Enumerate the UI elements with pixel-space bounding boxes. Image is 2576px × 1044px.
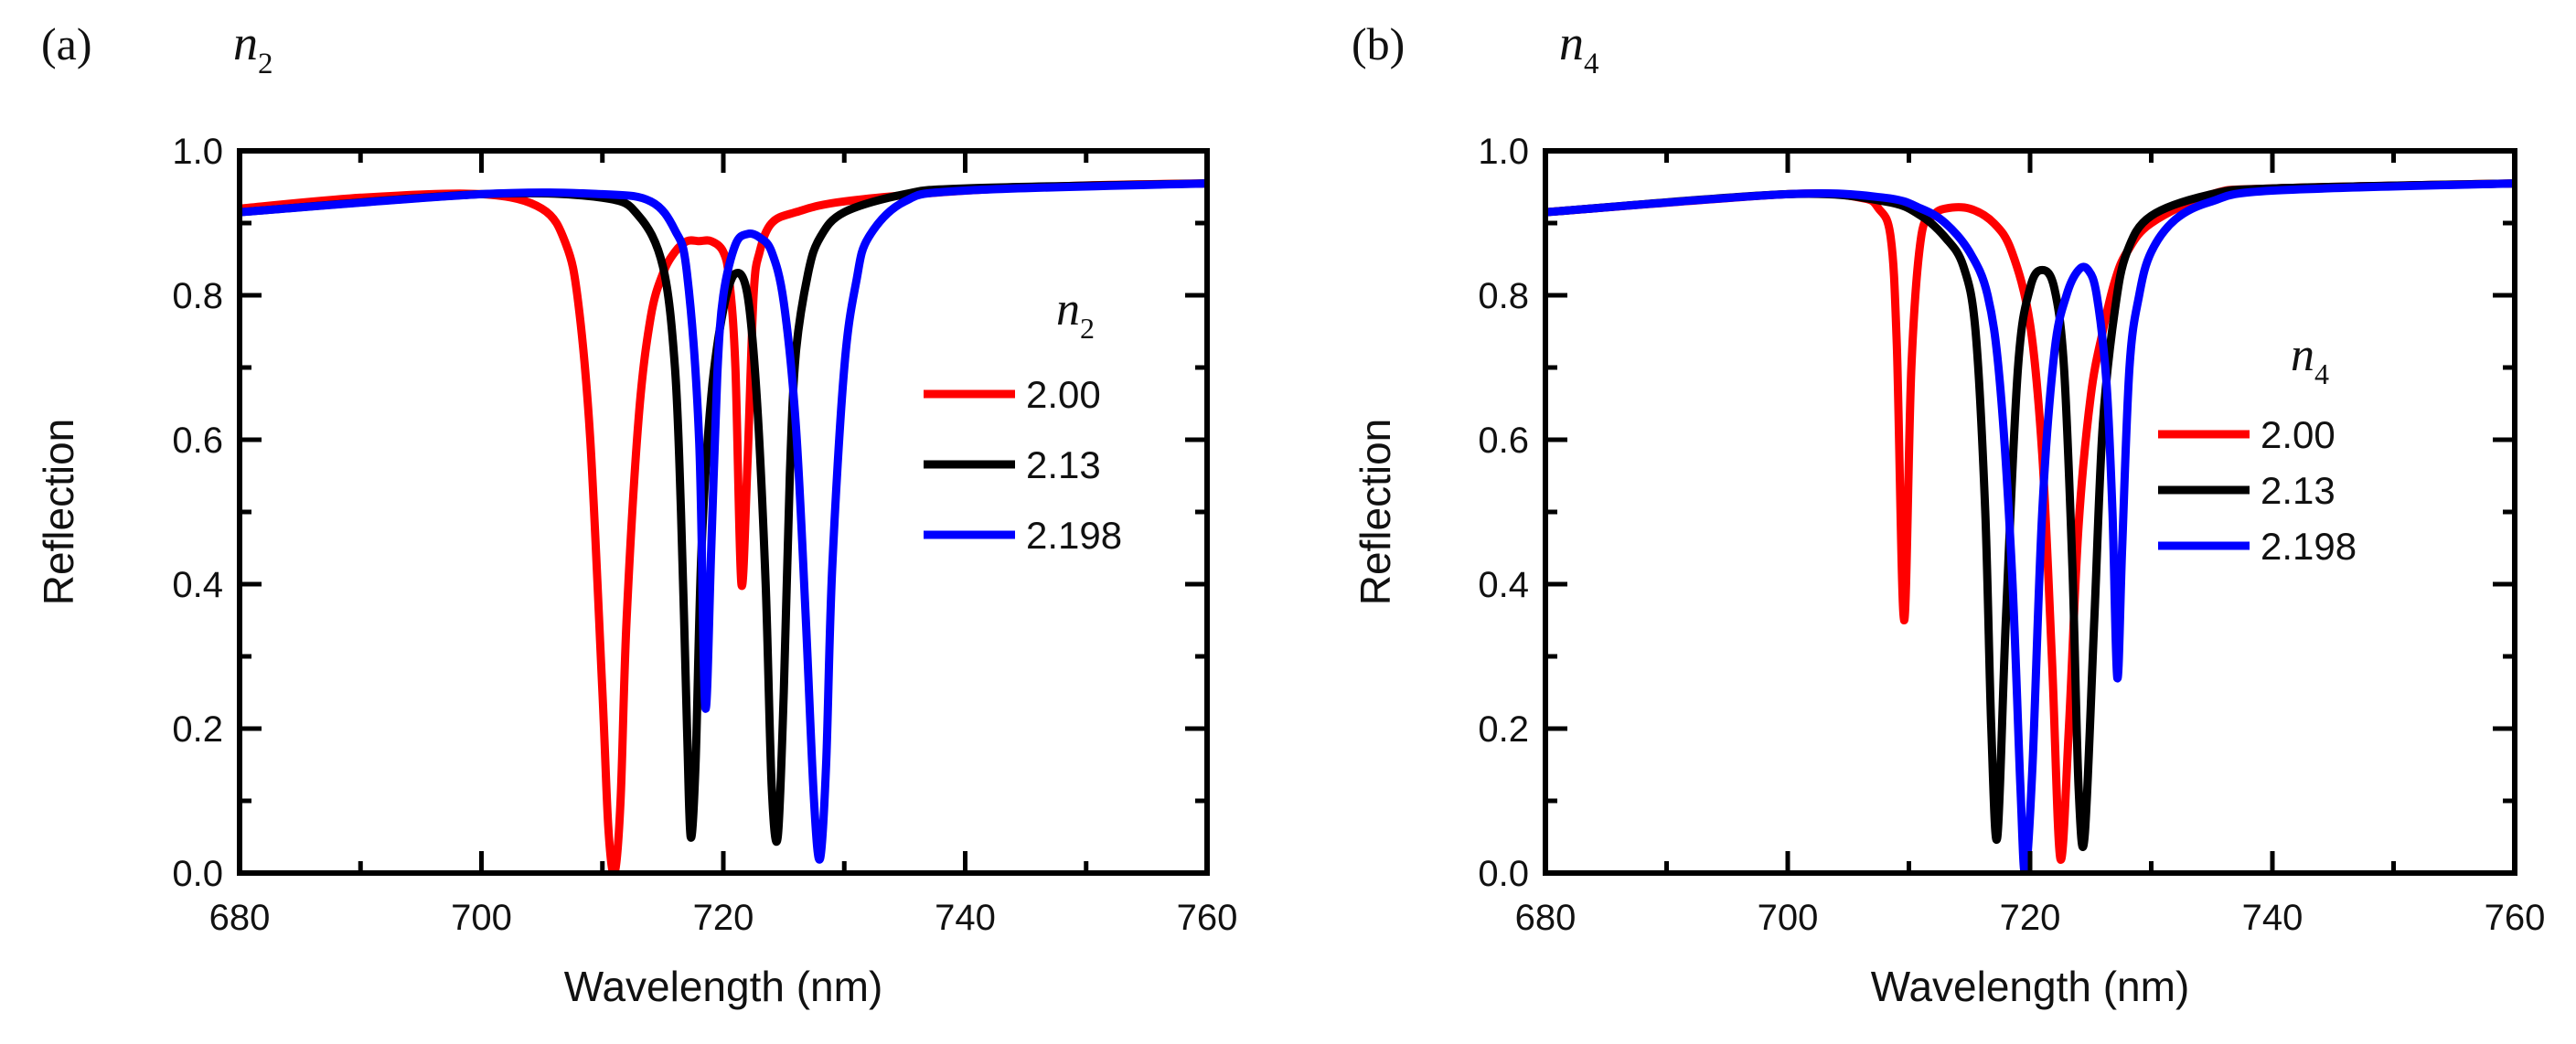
legend-label: 2.00: [2261, 413, 2336, 456]
y-tick-label: 0.4: [172, 565, 223, 605]
legend-label: 2.13: [2261, 469, 2336, 512]
panel-parameter-symbol: n4: [1559, 16, 1599, 80]
x-tick-label: 720: [2000, 898, 2061, 938]
legend-title: n2: [1056, 283, 1095, 345]
x-tick-label: 680: [209, 898, 271, 938]
legend-label: 2.198: [1026, 514, 1122, 557]
x-axis-label: Wavelength (nm): [1871, 963, 2190, 1010]
series-line-2.198: [240, 179, 1207, 864]
panel-label: (b): [1352, 18, 1405, 69]
y-tick-label: 0.0: [1478, 854, 1529, 894]
panel-label: (a): [41, 18, 92, 69]
series-line-2.198: [1545, 179, 2515, 873]
series-group: [1545, 179, 2515, 873]
y-tick-label: 0.2: [1478, 709, 1529, 750]
x-tick-label: 680: [1515, 898, 1577, 938]
legend-label: 2.13: [1026, 443, 1101, 486]
legend-label: 2.00: [1026, 373, 1101, 416]
y-tick-label: 0.0: [172, 854, 223, 894]
y-tick-label: 0.4: [1478, 565, 1529, 605]
series-line-2.13: [240, 179, 1207, 847]
y-tick-label: 1.0: [1478, 132, 1529, 172]
legend-label: 2.198: [2261, 525, 2357, 568]
panel-parameter-symbol: n2: [233, 16, 273, 80]
series-line-2.00: [240, 179, 1207, 873]
y-tick-label: 0.6: [1478, 421, 1529, 461]
x-tick-label: 720: [693, 898, 754, 938]
x-axis-label: Wavelength (nm): [564, 963, 883, 1010]
y-tick-label: 0.6: [172, 421, 223, 461]
chart-panel-b: (b) n4 680 700 720 740 760 0.0 0.2 0.4 0.6 0.8 1.0 Wa…: [1352, 16, 2545, 1010]
y-tick-label: 0.8: [172, 276, 223, 316]
series-line-2.13: [1545, 179, 2515, 851]
legend-title: n4: [2291, 329, 2329, 390]
legend: n2 2.00 2.13 2.198: [924, 283, 1122, 557]
y-axis-label: Reflection: [35, 419, 82, 606]
legend: n4 2.00 2.13 2.198: [2158, 329, 2357, 568]
chart-panel-a: (a) n2 680 700 720 740 760 0.0 0.2 0.4 0.6 0.8 1.0 Wa…: [35, 16, 1237, 1010]
x-tick-label: 700: [1758, 898, 1819, 938]
y-tick-label: 0.8: [1478, 276, 1529, 316]
y-tick-label: 0.2: [172, 709, 223, 750]
x-tick-label: 700: [451, 898, 512, 938]
x-tick-label: 760: [2485, 898, 2546, 938]
y-tick-label: 1.0: [172, 132, 223, 172]
series-group: [240, 179, 1207, 873]
y-axis-label: Reflection: [1352, 419, 1399, 606]
x-tick-label: 760: [1177, 898, 1238, 938]
x-tick-label: 740: [935, 898, 996, 938]
x-tick-label: 740: [2242, 898, 2303, 938]
